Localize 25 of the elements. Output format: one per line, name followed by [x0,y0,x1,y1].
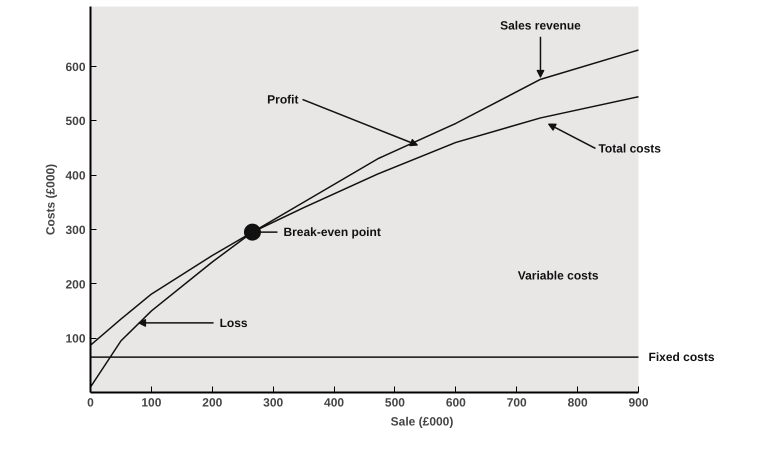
x-tick-label: 400 [324,396,344,410]
text: Sales revenue [500,18,582,33]
y-tick-label: 200 [65,277,86,292]
x-tick-label: 100 [141,396,162,410]
y-tick-label: 500 [65,114,86,128]
x-tick-label: 200 [202,396,223,410]
y-tick-label: 300 [65,222,86,237]
x-tick-label: 900 [628,396,649,410]
x-tick-label: 0 [87,396,94,410]
x-tick-label: 800 [568,396,588,410]
x-tick-label: 300 [263,396,284,410]
y-tick-label: 100 [65,332,86,346]
y-tick-label: 600 [65,60,86,74]
x-tick-label: 600 [446,396,466,410]
annotation: Break-even point [283,225,381,240]
x-axis-title: Sale (£000) [390,414,454,428]
y-axis-title: Costs (£000) [43,164,58,236]
x-tick-label: 700 [506,396,528,410]
ref-line-label: Fixed costs [648,350,715,364]
annotation: Profit [267,92,298,106]
annotation: Loss [220,316,248,330]
y-tick-label: 400 [65,168,86,183]
text: Total costs [598,141,662,156]
x-tick-label: 500 [384,396,406,410]
annotation: Variable costs [518,268,599,283]
